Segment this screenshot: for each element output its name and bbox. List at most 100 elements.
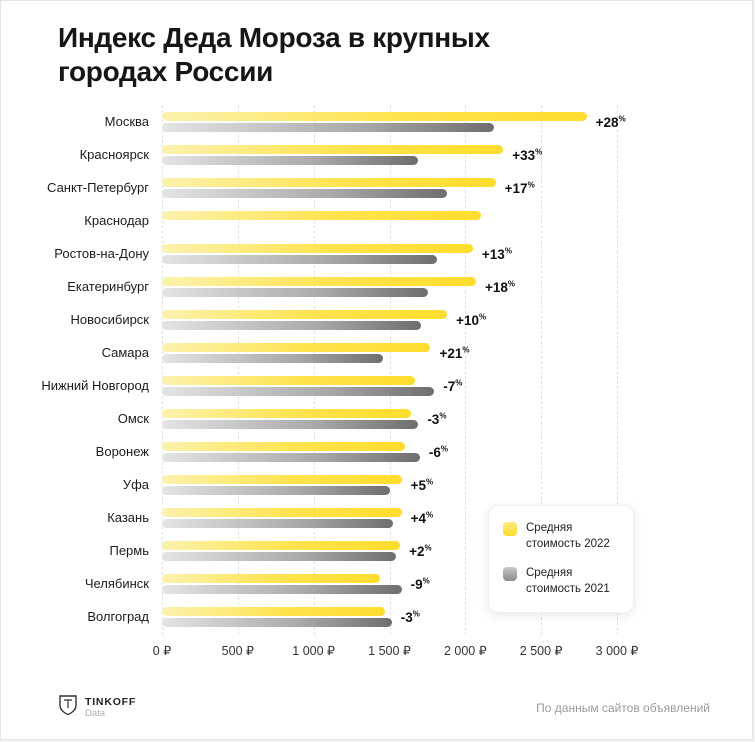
row-plot: +18% <box>162 270 617 303</box>
category-label: Новосибирск <box>70 312 150 328</box>
bar-2021 <box>162 584 402 594</box>
bar-2021 <box>162 155 419 165</box>
bar-2022 <box>162 177 496 187</box>
chart-row: Санкт-Петербург +17% <box>1 171 752 204</box>
change-label: +33% <box>512 147 543 163</box>
category-label: Санкт-Петербург <box>47 180 149 196</box>
legend-item-2021: Средняя стоимость 2021 <box>503 566 619 597</box>
row-plot: -3% <box>162 600 617 633</box>
row-plot: +13% <box>162 237 617 270</box>
bar-2022 <box>162 408 411 418</box>
category-label: Уфа <box>122 477 149 493</box>
change-label: -6% <box>428 444 448 460</box>
tinkoff-shield-icon <box>58 694 78 721</box>
category-label: Самара <box>101 345 149 361</box>
category-label: Омск <box>117 411 149 427</box>
footer: TINKOFF Data По данным сайтов объявлений <box>58 694 710 721</box>
change-label: +17% <box>504 180 535 196</box>
chart-row: Москва +28% <box>1 105 752 138</box>
category-label: Челябинск <box>84 576 149 592</box>
chart-row: Омск -3% <box>1 402 752 435</box>
row-plot: +5% <box>162 468 617 501</box>
x-tick-label: 3 000 ₽ <box>595 644 639 659</box>
category-label: Казань <box>107 510 149 526</box>
change-label: -3% <box>427 411 447 427</box>
bar-2021 <box>162 518 393 528</box>
x-tick-label: 1 500 ₽ <box>368 644 411 659</box>
bar-2021 <box>162 419 419 429</box>
category-label: Москва <box>104 114 149 130</box>
row-plot: +10% <box>162 303 617 336</box>
bar-2022 <box>162 210 481 220</box>
brand-sub: Data <box>85 708 106 719</box>
row-plot: +17% <box>162 171 617 204</box>
chart-row: Ростов-на-Дону +13% <box>1 237 752 270</box>
change-label: +13% <box>481 246 512 262</box>
bar-2022 <box>162 243 473 253</box>
bar-2021 <box>162 287 429 297</box>
data-source-note: По данным сайтов объявлений <box>536 700 710 715</box>
row-plot: -3% <box>162 402 617 435</box>
bar-2022 <box>162 573 381 583</box>
chart-row: Краснодар <box>1 204 752 237</box>
category-label: Волгоград <box>87 609 149 625</box>
x-tick-label: 2 500 ₽ <box>519 644 563 659</box>
bar-placeholder <box>162 222 617 231</box>
legend-label-2021: Средняя стоимость 2021 <box>526 567 610 595</box>
x-tick-label: 0 ₽ <box>152 644 172 659</box>
row-plot: +33% <box>162 138 617 171</box>
bar-2022 <box>162 507 402 517</box>
change-label: +10% <box>456 312 487 328</box>
change-label: +21% <box>439 345 470 361</box>
row-plot <box>162 204 617 237</box>
change-label: +18% <box>484 279 515 295</box>
category-label: Воронеж <box>95 444 149 460</box>
bar-2022 <box>162 474 402 484</box>
row-plot: +28% <box>162 105 626 138</box>
change-label: -9% <box>410 576 430 592</box>
chart-row: Пермь +2% <box>1 534 752 567</box>
row-plot: -9% <box>162 567 617 600</box>
x-tick-label: 1 000 ₽ <box>292 644 336 659</box>
bar-2022 <box>162 276 476 286</box>
bar-2022 <box>162 606 385 616</box>
legend-item-2022: Средняя стоимость 2022 <box>503 521 619 552</box>
change-label: +4% <box>410 510 434 526</box>
row-plot: +4% <box>162 501 617 534</box>
bar-2022 <box>162 342 431 352</box>
page-title: Индекс Деда Мороза в крупных городах Рос… <box>58 22 490 88</box>
chart-row: Красноярск +33% <box>1 138 752 171</box>
legend-swatch-2021 <box>503 567 517 582</box>
category-label: Нижний Новгород <box>41 378 149 394</box>
x-axis: 0 ₽ 500 ₽ 1 000 ₽ 1 500 ₽ 2 000 ₽ 2 500 ₽ 3 00… <box>153 643 639 661</box>
bar-2021 <box>162 452 420 462</box>
row-plot: -6% <box>162 435 617 468</box>
bar-chart: Москва +28% Красноярск +33% Санкт-Петербург +… <box>1 105 752 671</box>
bar-2022 <box>162 375 416 385</box>
bar-2021 <box>162 551 396 561</box>
bar-2021 <box>162 485 391 495</box>
change-label: +5% <box>410 477 434 493</box>
chart-row: Казань +4% <box>1 501 752 534</box>
bar-2022 <box>162 540 401 550</box>
row-plot: -7% <box>162 369 617 402</box>
category-label: Красноярск <box>79 147 149 163</box>
brand-text: TINKOFF Data <box>85 696 136 719</box>
row-plot: +2% <box>162 534 617 567</box>
change-label: -7% <box>443 378 463 394</box>
chart-row: Самара +21% <box>1 336 752 369</box>
x-tick-label: 500 ₽ <box>221 644 254 659</box>
legend-swatch-2022 <box>503 522 517 537</box>
brand-name: TINKOFF <box>85 696 137 708</box>
bar-2022 <box>162 309 448 319</box>
chart-row: Воронеж -6% <box>1 435 752 468</box>
category-label: Краснодар <box>84 213 149 229</box>
bar-2021 <box>162 617 392 627</box>
x-tick-label: 2 000 ₽ <box>443 644 487 659</box>
change-label: -3% <box>400 609 420 625</box>
bar-2022 <box>162 441 405 451</box>
legend-label-2022: Средняя стоимость 2022 <box>526 522 610 550</box>
bar-2022 <box>162 144 504 154</box>
brand-block: TINKOFF Data <box>58 694 136 721</box>
